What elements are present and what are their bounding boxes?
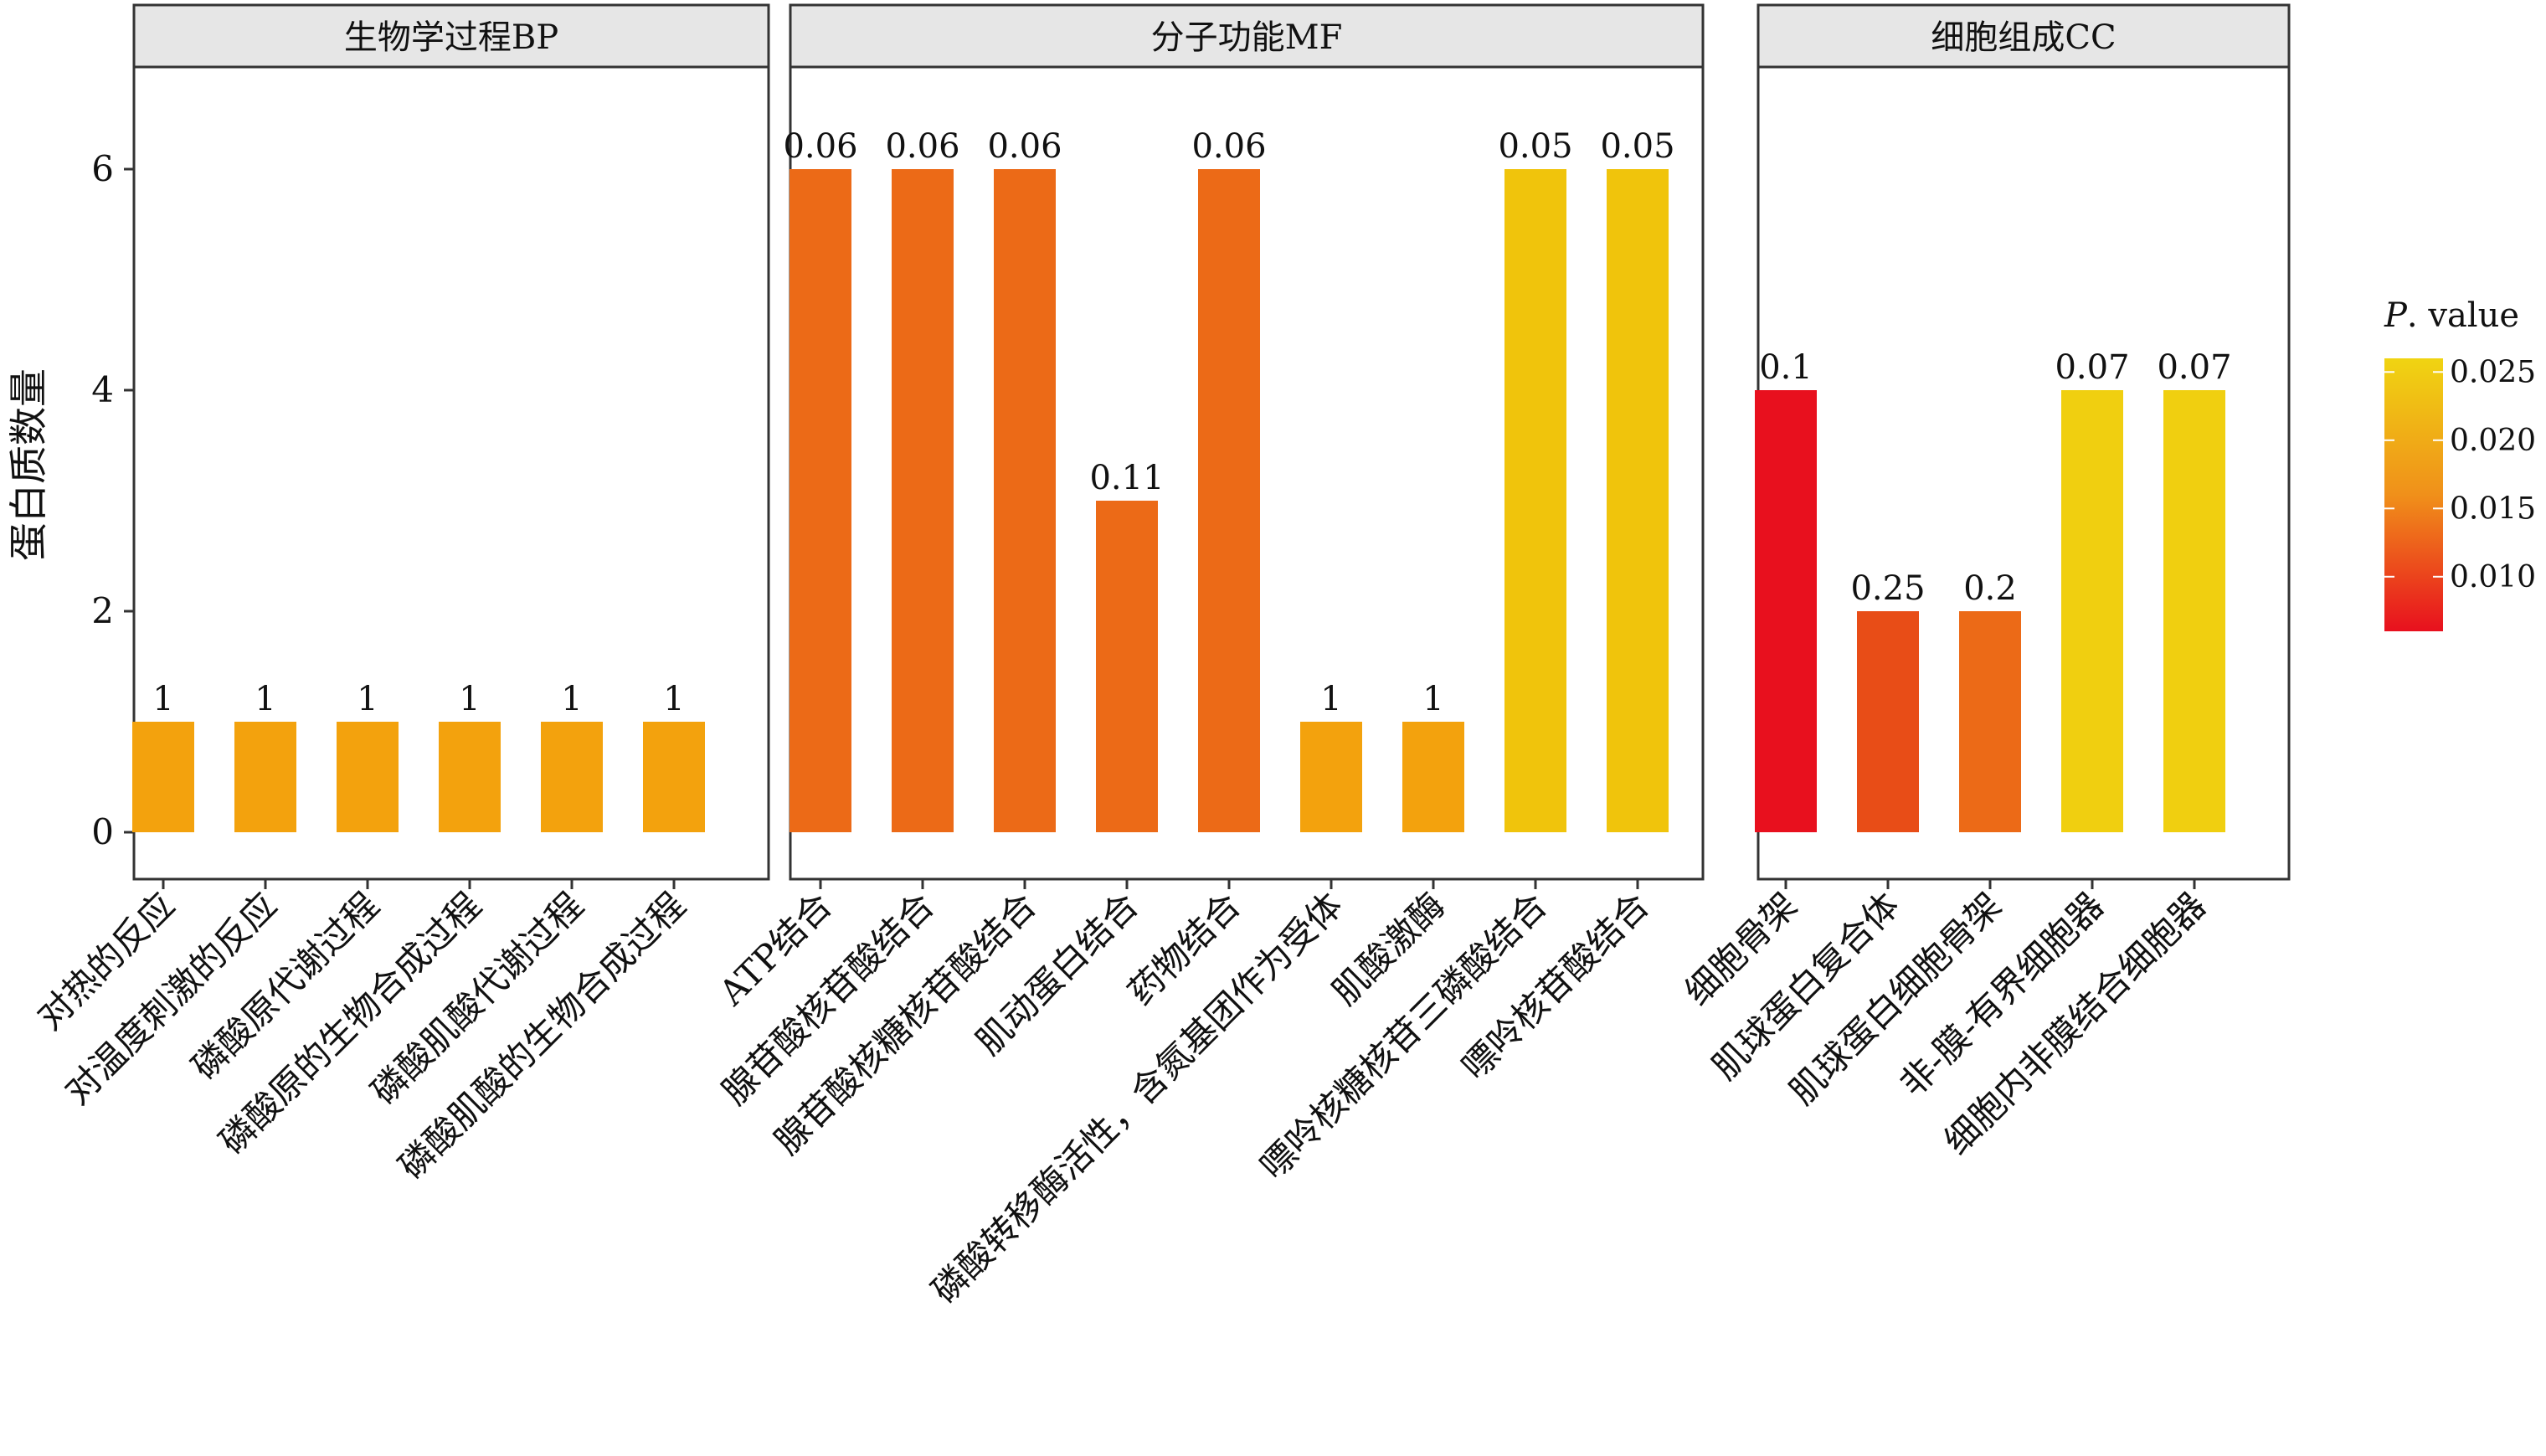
bar bbox=[2061, 390, 2123, 832]
bar-value-label: 0.05 bbox=[1498, 127, 1572, 166]
facet-strip bbox=[132, 3, 770, 69]
bar-value-label: 0.2 bbox=[1963, 569, 2017, 608]
bar-value-label: 1 bbox=[255, 680, 275, 718]
bar-value-label: 0.06 bbox=[987, 127, 1062, 166]
facet-title: 分子功能MF bbox=[1151, 18, 1343, 57]
facet-strip bbox=[789, 3, 1705, 69]
legend-tick-label: 0.010 bbox=[2450, 560, 2536, 594]
bar bbox=[541, 722, 603, 832]
bar bbox=[790, 169, 851, 832]
bar bbox=[1198, 169, 1260, 832]
bar bbox=[1402, 722, 1464, 832]
x-category-label: 磷酸原代谢过程 bbox=[184, 884, 388, 1088]
bar-value-label: 1 bbox=[1320, 680, 1341, 718]
legend-color-bar bbox=[2384, 358, 2443, 631]
bar bbox=[234, 722, 296, 832]
bar bbox=[1959, 611, 2021, 832]
bar-value-label: 0.07 bbox=[2157, 348, 2231, 387]
bar bbox=[1857, 611, 1919, 832]
bar-value-label: 1 bbox=[357, 680, 378, 718]
bar-value-label: 1 bbox=[561, 680, 582, 718]
y-tick-label: 2 bbox=[91, 590, 114, 631]
y-tick-label: 0 bbox=[91, 811, 114, 852]
x-category-label: 嘌呤核苷酸结合 bbox=[1454, 884, 1658, 1088]
bar bbox=[1504, 169, 1566, 832]
bar bbox=[994, 169, 1056, 832]
color-legend: P. value 0.010 0.015 0.020 0.025 bbox=[2384, 296, 2536, 631]
bar-value-label: 0.07 bbox=[2055, 348, 2129, 387]
facet-strip bbox=[1756, 3, 2291, 69]
bar-value-label: 0.06 bbox=[885, 127, 959, 166]
facet-2: 细胞组成CC0.1细胞骨架0.25肌球蛋白复合体0.2肌球蛋白细胞骨架0.07非… bbox=[1677, 3, 2291, 1162]
y-axis-title: 蛋白质数量 bbox=[6, 368, 51, 561]
legend-tick-label: 0.020 bbox=[2450, 424, 2536, 458]
bar bbox=[892, 169, 954, 832]
bar bbox=[2163, 390, 2225, 832]
bar bbox=[1607, 169, 1669, 832]
bar-value-label: 0.06 bbox=[1191, 127, 1266, 166]
legend-title: P. value bbox=[2384, 296, 2519, 335]
bar-value-label: 1 bbox=[152, 680, 173, 718]
y-axis: 0 2 4 6 蛋白质数量 bbox=[6, 148, 134, 852]
bar bbox=[132, 722, 194, 832]
bar bbox=[1755, 390, 1817, 832]
bar bbox=[1096, 501, 1158, 832]
bar bbox=[337, 722, 399, 832]
bar-value-label: 0.25 bbox=[1850, 569, 1925, 608]
facet-title: 生物学过程BP bbox=[344, 18, 558, 57]
bar-value-label: 0.05 bbox=[1600, 127, 1674, 166]
bar-value-label: 1 bbox=[459, 680, 480, 718]
facet-0: 生物学过程BP1对热的反应1对温度刺激的反应1磷酸原代谢过程1磷酸原的生物合成过… bbox=[29, 3, 770, 1187]
bar-value-label: 0.1 bbox=[1759, 348, 1813, 387]
x-category-label: 肌球蛋白复合体 bbox=[1705, 884, 1908, 1088]
legend-title-rest: . value bbox=[2407, 296, 2519, 335]
facet-panels: 生物学过程BP1对热的反应1对温度刺激的反应1磷酸原代谢过程1磷酸原的生物合成过… bbox=[29, 3, 2291, 1311]
facet-1: 分子功能MF0.06ATP结合0.06腺苷酸核苷酸结合0.06腺苷酸核糖核苷酸结… bbox=[711, 3, 1705, 1311]
bar bbox=[1300, 722, 1362, 832]
bar-value-label: 0.11 bbox=[1089, 459, 1164, 497]
bar bbox=[643, 722, 705, 832]
bar bbox=[439, 722, 501, 832]
bar-value-label: 1 bbox=[1422, 680, 1443, 718]
legend-title-italic: P bbox=[2384, 296, 2408, 335]
legend-tick-label: 0.025 bbox=[2450, 355, 2536, 389]
legend-tick-label: 0.015 bbox=[2450, 491, 2536, 526]
y-tick-label: 4 bbox=[91, 369, 114, 410]
bar-value-label: 1 bbox=[663, 680, 684, 718]
facet-title: 细胞组成CC bbox=[1931, 18, 2116, 57]
bar-value-label: 0.06 bbox=[783, 127, 857, 166]
y-tick-label: 6 bbox=[91, 148, 114, 189]
facet-panel-border bbox=[132, 65, 770, 881]
